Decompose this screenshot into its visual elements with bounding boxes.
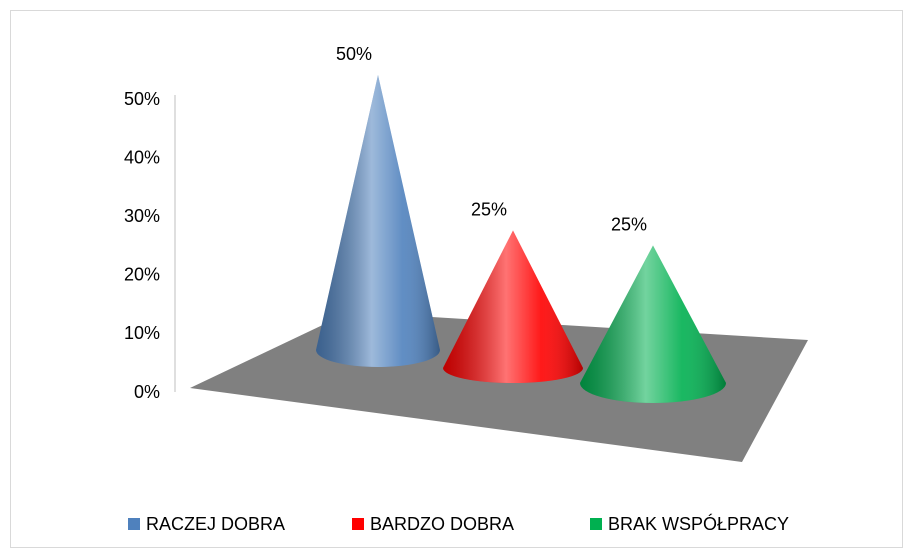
y-tick-label: 30% xyxy=(124,206,160,226)
legend-swatch xyxy=(352,518,364,530)
y-tick-label: 40% xyxy=(124,147,160,167)
y-tick-label: 0% xyxy=(134,382,160,402)
y-tick-label: 10% xyxy=(124,323,160,343)
value-label: 50% xyxy=(336,44,372,64)
cone-shading xyxy=(316,75,440,367)
cone-shading xyxy=(443,230,583,383)
y-tick-label: 50% xyxy=(124,89,160,109)
legend-swatch xyxy=(590,518,602,530)
value-label: 25% xyxy=(471,199,507,219)
legend-label: BRAK WSPÓŁPRACY xyxy=(608,513,789,534)
y-tick-label: 20% xyxy=(124,265,160,285)
value-label: 25% xyxy=(611,214,647,234)
legend-swatch xyxy=(128,518,140,530)
chart-border xyxy=(10,10,903,548)
legend-label: BARDZO DOBRA xyxy=(370,514,514,534)
legend-label: RACZEJ DOBRA xyxy=(146,514,285,534)
cone-shading xyxy=(580,245,726,403)
